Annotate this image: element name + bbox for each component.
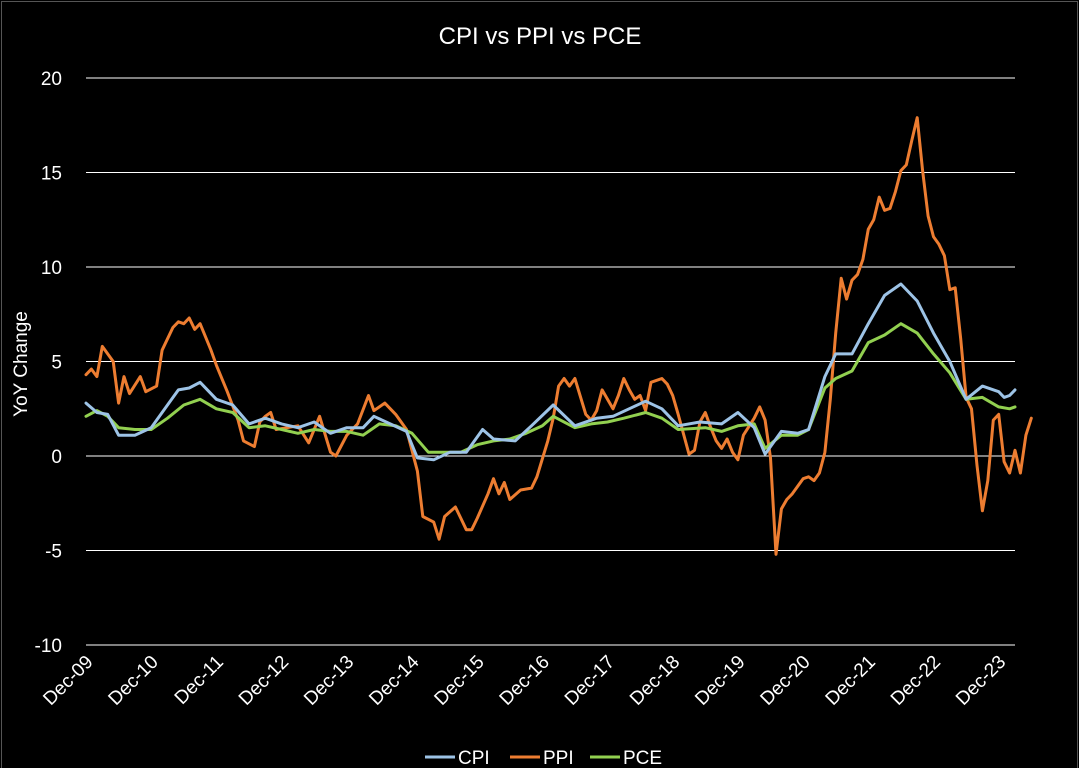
- series-lines: [84, 116, 1033, 556]
- legend-label-cpi: CPI: [458, 748, 490, 768]
- y-axis-label: YoY Change: [11, 311, 32, 417]
- series-line-pce: [84, 322, 1017, 454]
- y-tick-label: 20: [41, 69, 62, 90]
- series-line-cpi: [84, 282, 1017, 462]
- y-tick-label: 0: [51, 447, 62, 468]
- y-tick-label: 5: [51, 353, 62, 374]
- y-tick-label: -5: [45, 542, 62, 563]
- legend-label-ppi: PPI: [543, 748, 574, 768]
- chart-title: CPI vs PPI vs PCE: [439, 23, 642, 50]
- y-tick-label: 15: [41, 164, 62, 185]
- y-tick-labels: 20 15 10 5 0 -5 -10: [35, 69, 62, 657]
- legend-label-pce: PCE: [623, 748, 662, 768]
- y-tick-label: 10: [41, 258, 62, 279]
- legend: CPI PPI PCE: [425, 748, 662, 768]
- gridlines: [86, 77, 1015, 646]
- y-tick-label: -10: [35, 636, 62, 657]
